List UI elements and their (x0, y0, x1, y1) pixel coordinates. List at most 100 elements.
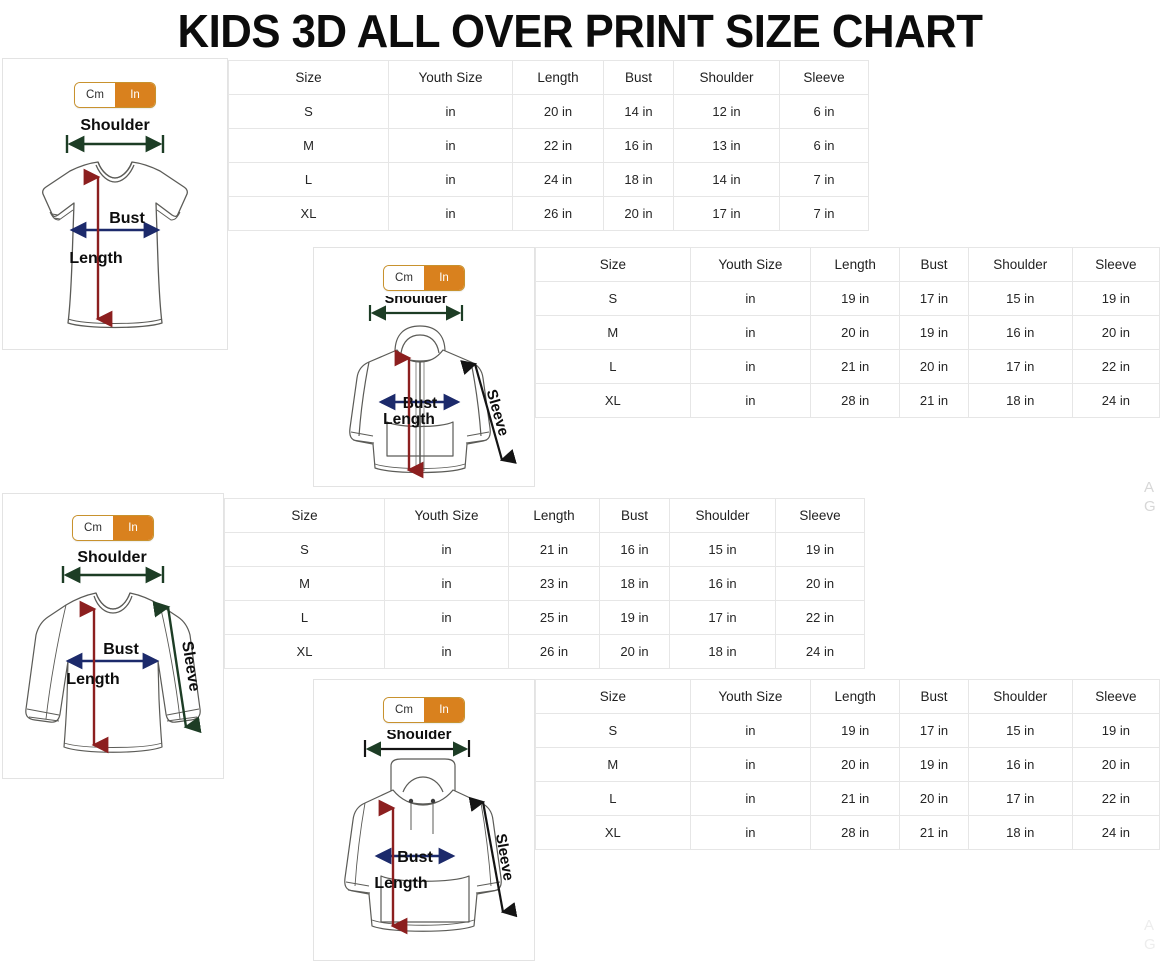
cell-youth: in (689, 315, 812, 350)
watermark-line-1: A (1144, 917, 1155, 934)
cell-sleeve: 20 in (1071, 315, 1160, 350)
cell-bust: 16 in (599, 532, 670, 567)
cell-sleeve: 22 in (1071, 349, 1160, 384)
cell-sleeve: 24 in (1071, 815, 1160, 850)
watermark-line-1: A (1144, 479, 1155, 496)
cell-size: M (224, 566, 385, 601)
long-sleeve-tee-diagram: Shoulder Bust Length Sleeve (3, 549, 223, 769)
col-header-sleeve: Sleeve (1071, 247, 1160, 282)
watermark-clipped-top: A G (1144, 478, 1156, 516)
cell-bust: 19 in (899, 315, 969, 350)
col-header-bust: Bust (899, 247, 969, 282)
col-header-size: Size (535, 247, 691, 282)
cell-size: L (228, 162, 389, 197)
unit-toggle-cm[interactable]: Cm (73, 516, 113, 540)
cell-youth: in (689, 815, 812, 850)
unit-toggle-in[interactable]: In (424, 266, 464, 290)
table-row: XL in 28 in 21 in 18 in 24 in (535, 383, 1160, 418)
unit-toggle-in[interactable]: In (115, 83, 155, 107)
cell-size: M (535, 315, 691, 350)
watermark-line-2: G (1144, 498, 1156, 515)
cell-size: L (535, 349, 691, 384)
table-row: S in 19 in 17 in 15 in 19 in (535, 281, 1160, 316)
unit-toggle[interactable]: Cm In (72, 515, 154, 541)
unit-toggle[interactable]: Cm In (383, 697, 465, 723)
table-row: XL in 28 in 21 in 18 in 24 in (535, 815, 1160, 850)
size-table-t-shirt: Size Youth Size Length Bust Shoulder Sle… (228, 60, 869, 231)
cell-sleeve: 24 in (775, 634, 865, 669)
table-row: L in 21 in 20 in 17 in 22 in (535, 349, 1160, 384)
cell-shoulder: 17 in (669, 600, 776, 635)
cell-youth: in (388, 196, 513, 231)
cell-length: 25 in (508, 600, 600, 635)
cell-youth: in (384, 634, 509, 669)
cell-bust: 19 in (899, 747, 969, 782)
cell-bust: 21 in (899, 383, 969, 418)
cell-bust: 20 in (599, 634, 670, 669)
cell-length: 26 in (512, 196, 604, 231)
col-header-length: Length (508, 498, 600, 533)
illustration-panel-pullover-hoodie: Cm In (313, 679, 535, 961)
long-sleeve-tee-svg: Shoulder Bust Length Sleeve (25, 549, 203, 754)
cell-shoulder: 16 in (967, 747, 1073, 782)
cell-youth: in (384, 600, 509, 635)
cell-youth: in (384, 566, 509, 601)
col-header-sleeve: Sleeve (775, 498, 865, 533)
shoulder-label: Shoulder (385, 296, 448, 307)
shoulder-label: Shoulder (77, 549, 146, 566)
t-shirt-svg: Shoulder Bust Length (41, 117, 189, 329)
table-row: L in 25 in 19 in 17 in 22 in (224, 600, 865, 635)
unit-toggle-cm[interactable]: Cm (384, 266, 424, 290)
shoulder-label: Shoulder (80, 117, 149, 134)
size-table-pullover-hoodie: Size Youth Size Length Bust Shoulder Sle… (535, 679, 1160, 850)
table-row: XL in 26 in 20 in 17 in 7 in (228, 196, 869, 231)
cell-size: S (224, 532, 385, 567)
table-row: M in 20 in 19 in 16 in 20 in (535, 315, 1160, 350)
cell-shoulder: 15 in (967, 281, 1073, 316)
cell-sleeve: 7 in (779, 196, 869, 231)
zip-hoodie-svg: Shoulder Bust Length Sleeve (349, 296, 517, 479)
unit-toggle-cm[interactable]: Cm (384, 698, 424, 722)
unit-toggle[interactable]: Cm In (74, 82, 156, 108)
zip-hoodie-diagram: Shoulder Bust Length Sleeve (314, 296, 534, 488)
length-label: Length (66, 671, 119, 688)
cell-bust: 20 in (899, 349, 969, 384)
length-label: Length (374, 875, 427, 892)
col-header-length: Length (810, 679, 901, 714)
cell-shoulder: 15 in (669, 532, 776, 567)
unit-toggle-cm[interactable]: Cm (75, 83, 115, 107)
unit-toggle[interactable]: Cm In (383, 265, 465, 291)
col-header-length: Length (810, 247, 901, 282)
col-header-bust: Bust (603, 60, 674, 95)
cell-youth: in (689, 349, 812, 384)
cell-length: 23 in (508, 566, 600, 601)
cell-sleeve: 6 in (779, 94, 869, 129)
col-header-youth: Youth Size (388, 60, 513, 95)
cell-youth: in (388, 162, 513, 197)
cell-shoulder: 18 in (967, 383, 1073, 418)
unit-toggle-in[interactable]: In (113, 516, 153, 540)
col-header-sleeve: Sleeve (1071, 679, 1160, 714)
cell-youth: in (689, 747, 812, 782)
table-header-row: Size Youth Size Length Bust Shoulder Sle… (535, 679, 1160, 714)
cell-length: 20 in (810, 315, 901, 350)
unit-toggle-in[interactable]: In (424, 698, 464, 722)
cell-length: 19 in (810, 281, 901, 316)
length-label: Length (69, 250, 122, 267)
illustration-panel-t-shirt: Cm In (2, 58, 228, 350)
cell-length: 21 in (810, 349, 901, 384)
cell-shoulder: 18 in (669, 634, 776, 669)
cell-shoulder: 16 in (967, 315, 1073, 350)
cell-bust: 19 in (599, 600, 670, 635)
cell-shoulder: 17 in (967, 781, 1073, 816)
cell-sleeve: 19 in (1071, 713, 1160, 748)
cell-size: S (535, 713, 691, 748)
table-row: M in 22 in 16 in 13 in 6 in (228, 128, 869, 163)
shoulder-label: Shoulder (386, 730, 451, 743)
table-row: S in 21 in 16 in 15 in 19 in (224, 532, 865, 567)
illustration-panel-zip-hoodie: Cm In (313, 247, 535, 487)
watermark-clipped-bottom: A G (1144, 916, 1156, 954)
cell-size: XL (228, 196, 389, 231)
table-row: L in 24 in 18 in 14 in 7 in (228, 162, 869, 197)
cell-shoulder: 16 in (669, 566, 776, 601)
